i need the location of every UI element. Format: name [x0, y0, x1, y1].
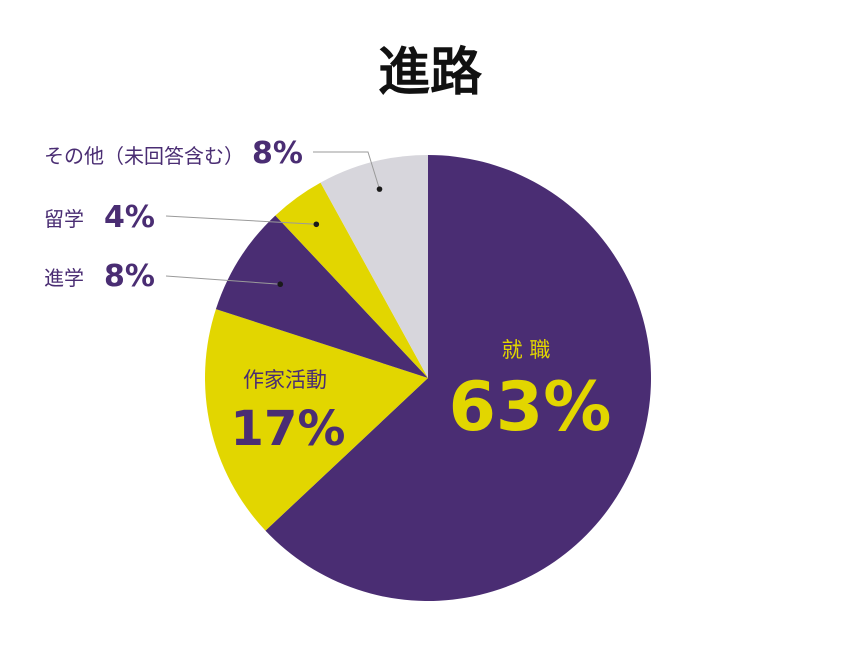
- slice-label-artist: 作家活動: [243, 368, 327, 392]
- leader-further-study-dot: [277, 281, 284, 288]
- leader-other-dot: [376, 186, 383, 192]
- leader-other-line: [313, 151, 380, 190]
- slice-job: [265, 155, 651, 601]
- slice-label-further-study: 進学: [44, 266, 84, 290]
- pie-slices: [205, 155, 651, 601]
- leader-further-study-line: [165, 275, 281, 285]
- leader-study-abroad-dot: [313, 221, 320, 228]
- slice-value-other: 8%: [252, 136, 303, 171]
- slice-artist: [205, 309, 428, 531]
- slice-further-study: [215, 215, 428, 378]
- leader-lines: [165, 151, 383, 288]
- slice-label-study-abroad: 留学: [44, 207, 84, 231]
- slice-value-job: 63%: [449, 368, 612, 447]
- chart-title: 進路: [378, 43, 483, 103]
- slice-value-further-study: 8%: [104, 259, 155, 294]
- slice-label-job: 就 職: [502, 338, 551, 362]
- leader-study-abroad-line: [165, 215, 317, 225]
- slice-value-study-abroad: 4%: [104, 200, 155, 235]
- slice-label-other: その他（未回答含む）: [44, 144, 244, 168]
- slice-other: [320, 155, 428, 378]
- slice-value-artist: 17%: [231, 401, 346, 457]
- slice-study-abroad: [275, 182, 428, 378]
